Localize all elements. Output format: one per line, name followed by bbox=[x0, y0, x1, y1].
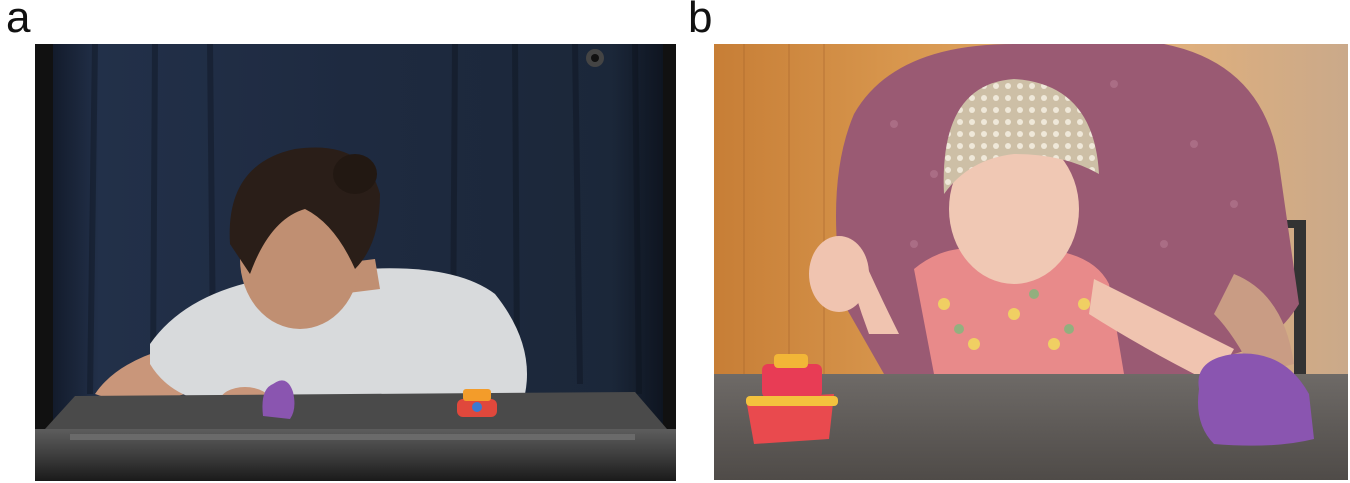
boat-toy bbox=[457, 389, 497, 417]
eeg-cap bbox=[943, 79, 1099, 194]
chair bbox=[1294, 224, 1306, 374]
photo-adult-demonstration bbox=[35, 44, 676, 481]
photo-panel-a bbox=[35, 44, 676, 481]
boat-toy bbox=[746, 354, 838, 444]
photo-panel-b bbox=[714, 44, 1348, 480]
panel-label-a: a bbox=[6, 0, 31, 42]
purple-toy bbox=[1198, 353, 1314, 446]
purple-toy bbox=[262, 380, 295, 419]
panel-label-b: b bbox=[688, 0, 713, 42]
photo-infant-eeg bbox=[714, 44, 1348, 480]
